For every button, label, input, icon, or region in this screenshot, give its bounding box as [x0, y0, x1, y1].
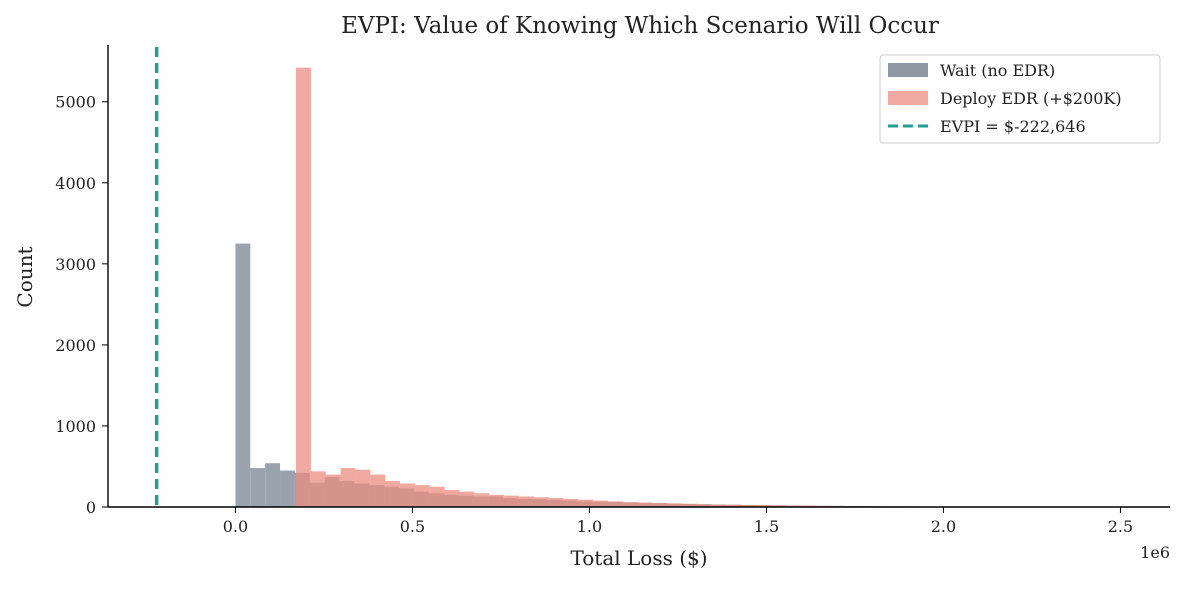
y-tick-label: 5000 [55, 93, 96, 112]
x-offset-label: 1e6 [1140, 543, 1170, 562]
legend-swatch-deploy [888, 91, 928, 105]
histogram-bar [460, 492, 475, 507]
histogram-bar [445, 490, 460, 507]
x-tick-label: 0.0 [223, 517, 248, 536]
y-tick-label: 3000 [55, 255, 96, 274]
histogram-bar [549, 498, 564, 507]
x-tick-label: 2.5 [1108, 517, 1133, 536]
histogram-bar [474, 493, 489, 507]
x-tick-label: 0.5 [400, 517, 425, 536]
chart-title: EVPI: Value of Knowing Which Scenario Wi… [341, 13, 939, 39]
histogram-bar [296, 68, 311, 507]
histogram-bar [400, 483, 415, 507]
histogram-bar [534, 497, 549, 507]
histogram-bar [430, 487, 445, 507]
y-axis-label: Count [13, 246, 37, 307]
histogram-bar [265, 463, 280, 507]
x-tick-label: 2.0 [931, 517, 956, 536]
histogram-bar [504, 496, 519, 507]
histogram-bar [355, 470, 370, 507]
histogram-bar [326, 475, 341, 507]
histogram-bar [370, 475, 385, 507]
histogram-bar [415, 485, 430, 507]
legend-label-wait: Wait (no EDR) [940, 61, 1055, 80]
legend-label-deploy: Deploy EDR (+$200K) [940, 89, 1122, 108]
x-axis-label: Total Loss ($) [570, 546, 707, 570]
y-tick-label: 2000 [55, 336, 96, 355]
histogram-bar [311, 471, 326, 507]
histogram-bar [250, 468, 265, 507]
histogram-bar [593, 501, 608, 507]
series-0 [235, 244, 1127, 507]
legend-swatch-wait [888, 63, 928, 77]
histogram-bar [235, 244, 250, 507]
y-tick-label: 1000 [55, 417, 96, 436]
legend: Wait (no EDR) Deploy EDR (+$200K) EVPI =… [880, 55, 1160, 143]
y-tick-label: 0 [86, 498, 96, 517]
x-tick-label: 1.5 [754, 517, 779, 536]
x-tick-label: 1.0 [577, 517, 602, 536]
histogram-bar [608, 501, 623, 507]
histogram-bar [564, 499, 579, 507]
histogram-bar [385, 481, 400, 507]
histogram-bar [623, 502, 638, 507]
histogram-bar [341, 468, 356, 507]
histogram-bar [578, 500, 593, 507]
histogram-bar [519, 496, 534, 507]
legend-label-evpi: EVPI = $-222,646 [940, 117, 1086, 136]
histogram-bar [489, 495, 504, 507]
y-tick-label: 4000 [55, 174, 96, 193]
histogram-bar [280, 471, 295, 507]
